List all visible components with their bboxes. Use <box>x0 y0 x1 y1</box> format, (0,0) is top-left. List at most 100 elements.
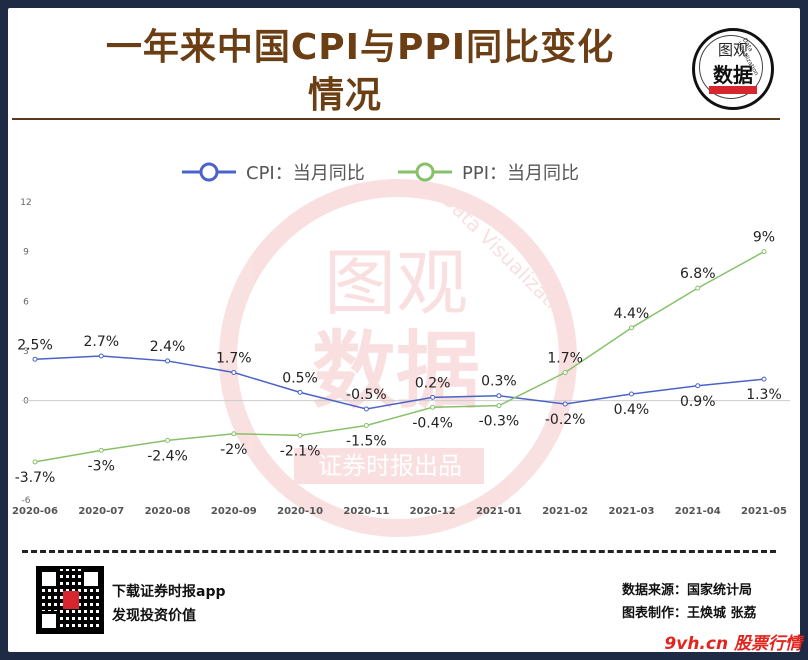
title-divider <box>12 118 780 120</box>
data-label: -0.2% <box>545 412 586 428</box>
chart-legend: CPI：当月同比 PPI：当月同比 <box>182 162 579 184</box>
logo-top-text: 图观 <box>717 41 748 59</box>
data-point <box>496 393 502 399</box>
qr-code[interactable] <box>36 566 104 634</box>
chart-card <box>8 8 800 652</box>
data-label: 0.4% <box>614 402 650 418</box>
data-point <box>628 325 634 331</box>
line-chart: 图观 数据 证券时报出品 Data Visualization CPI：当月同比… <box>12 162 790 537</box>
data-point <box>231 370 237 376</box>
data-point <box>32 356 38 362</box>
data-point <box>695 383 701 389</box>
legend-label: CPI：当月同比 <box>246 163 365 184</box>
y-tick-label: 3 <box>23 347 29 357</box>
data-point <box>562 370 568 376</box>
data-point <box>98 447 104 453</box>
watermark-line-1: 图观 <box>324 241 468 325</box>
data-point <box>297 389 303 395</box>
data-label: -2.4% <box>147 448 188 464</box>
data-label: -0.3% <box>479 414 520 430</box>
legend-swatch-marker <box>199 162 219 182</box>
chart-title-line-1: 一年来中国CPI与PPI同比变化 <box>105 27 615 68</box>
series-line <box>34 355 765 410</box>
chart-watermark: 图观 数据 证券时报出品 Data Visualization <box>219 179 581 537</box>
y-tick-label: -6 <box>22 496 31 506</box>
x-axis: 2020-06 2020-07 2020-08 2020-09 2020-10 2020-… <box>12 506 787 517</box>
data-point <box>165 358 171 364</box>
data-point <box>98 353 104 359</box>
footer-divider <box>22 550 776 553</box>
data-label: -3.7% <box>15 470 56 486</box>
x-tick-label: 2021-04 <box>675 506 721 517</box>
data-label: -2% <box>220 442 247 458</box>
qr-eye-bottom-left <box>39 611 59 631</box>
y-axis: 12 9 6 3 0 -6 <box>20 198 31 506</box>
data-point <box>231 431 237 437</box>
data-label: 9% <box>753 230 775 246</box>
x-tick-label: 2021-02 <box>542 506 588 517</box>
y-tick-label: 0 <box>23 397 29 407</box>
data-point <box>496 403 502 409</box>
legend-label: PPI：当月同比 <box>462 163 579 184</box>
watermark-line-2: 数据 <box>312 322 480 420</box>
chart-title-line-2: 情况 <box>308 75 383 116</box>
data-label: -0.4% <box>412 415 453 431</box>
data-label: 2.7% <box>83 334 119 350</box>
slogan-text: 发现投资价值 <box>112 608 196 624</box>
legend-swatch-marker <box>415 162 435 182</box>
data-label: 1.7% <box>547 351 583 367</box>
data-point <box>430 404 436 410</box>
qr-eye-top-right <box>81 569 101 589</box>
watermark-ring <box>219 179 577 537</box>
chart-title: 一年来中国CPI与PPI同比变化 情况 <box>60 24 660 120</box>
data-label: -0.5% <box>346 387 387 403</box>
x-tick-label: 2020-10 <box>277 506 323 517</box>
watermark-banner <box>294 448 484 484</box>
data-point <box>363 406 369 412</box>
series-group <box>32 249 767 465</box>
logo-ring <box>699 35 763 99</box>
data-point <box>32 459 38 465</box>
data-point <box>761 376 767 382</box>
data-source-text: 数据来源：国家统计局 <box>622 583 753 598</box>
x-tick-label: 2021-03 <box>609 506 655 517</box>
data-label: 0.2% <box>415 375 451 391</box>
qr-eye-top-left <box>39 569 59 589</box>
data-label: -3% <box>88 458 115 474</box>
data-label: 0.9% <box>680 394 716 410</box>
series-line <box>34 251 765 463</box>
site-watermark: 9vh.cn 股票行情 <box>664 634 802 654</box>
data-point <box>430 394 436 400</box>
y-tick-label: 9 <box>23 248 29 258</box>
data-point <box>695 285 701 291</box>
data-point <box>761 249 767 255</box>
data-label: -1.5% <box>346 434 387 450</box>
logo-banner <box>709 86 757 94</box>
data-label: 4.4% <box>614 306 650 322</box>
data-point <box>297 432 303 438</box>
x-tick-label: 2020-11 <box>343 506 389 517</box>
chart-author-text: 图表制作：王焕城 张荔 <box>622 606 757 621</box>
watermark-banner-text: 证券时报出品 <box>318 452 462 480</box>
y-tick-label: 6 <box>23 297 29 307</box>
x-tick-label: 2021-01 <box>476 506 522 517</box>
y-tick-label: 12 <box>20 198 31 208</box>
data-point <box>165 437 171 443</box>
x-tick-label: 2020-08 <box>145 506 191 517</box>
data-label: 1.7% <box>216 351 252 367</box>
qr-center-logo <box>63 591 79 609</box>
data-label: 6.8% <box>680 266 716 282</box>
logo-main-text: 数据 <box>713 63 753 87</box>
data-label: -2.1% <box>280 443 321 459</box>
x-tick-label: 2020-07 <box>78 506 124 517</box>
x-tick-label: 2020-12 <box>410 506 456 517</box>
data-label: 0.3% <box>481 374 517 390</box>
data-label: 0.5% <box>282 370 318 386</box>
data-point <box>363 423 369 428</box>
download-app-text[interactable]: 下载证券时报app <box>112 584 226 600</box>
data-label: 2.5% <box>17 337 53 353</box>
data-label: 1.3% <box>746 387 782 403</box>
x-tick-label: 2020-09 <box>211 506 257 517</box>
data-point <box>628 391 634 397</box>
data-labels: 2.5% 2.7% 2.4% 1.7% 0.5% -0.5% 0.2% 0.3% -0.2% 0.… <box>15 230 782 486</box>
